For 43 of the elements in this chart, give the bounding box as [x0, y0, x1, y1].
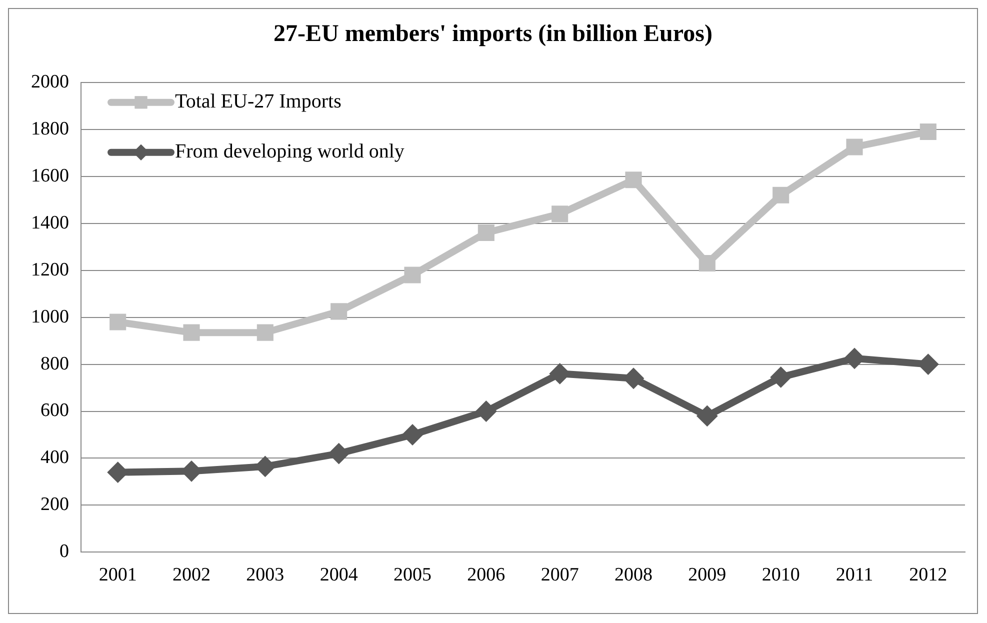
legend-label: Total EU-27 Imports [175, 90, 342, 113]
y-tick-label: 0 [60, 541, 69, 562]
x-tick-label: 2006 [467, 564, 506, 586]
y-tick-label: 1800 [31, 118, 69, 140]
x-tick-label: 2001 [98, 564, 137, 586]
x-tick-label: 2010 [762, 564, 800, 586]
chart-title: 27-EU members' imports (in billion Euros) [272, 21, 714, 48]
x-tick-label: 2005 [394, 564, 432, 586]
point [183, 324, 200, 341]
x-tick-label: 2009 [688, 564, 726, 586]
y-tick-label: 1000 [31, 306, 69, 328]
point [476, 400, 497, 422]
legend-label: From developing world only [175, 140, 404, 163]
y-tick-label: 2000 [31, 71, 69, 92]
y-tick-label: 200 [40, 494, 69, 516]
x-tick-label: 2007 [540, 564, 579, 586]
x-tick-label: 2003 [246, 564, 284, 586]
y-tick-label: 400 [40, 447, 69, 468]
point [256, 324, 274, 341]
y-tick-label: 1400 [31, 212, 69, 234]
point [404, 266, 421, 284]
point [696, 405, 718, 426]
point [552, 206, 568, 222]
point [625, 172, 642, 188]
x-tick-label: 2011 [836, 564, 874, 586]
point [846, 138, 863, 156]
y-tick-label: 1600 [31, 165, 69, 186]
point [328, 443, 350, 464]
x-tick-label: 2012 [909, 564, 948, 586]
y-tick-label: 600 [40, 400, 69, 422]
point [402, 424, 423, 446]
point [920, 123, 936, 140]
point [110, 314, 126, 330]
point [698, 254, 716, 272]
point [330, 303, 348, 320]
y-tick-label: 800 [40, 353, 69, 374]
x-tick-label: 2004 [320, 564, 358, 586]
point [770, 366, 792, 388]
x-tick-label: 2008 [614, 564, 652, 586]
y-tick-label: 1200 [31, 259, 69, 280]
point [478, 224, 494, 242]
x-tick-label: 2002 [172, 564, 210, 586]
point [772, 186, 790, 204]
